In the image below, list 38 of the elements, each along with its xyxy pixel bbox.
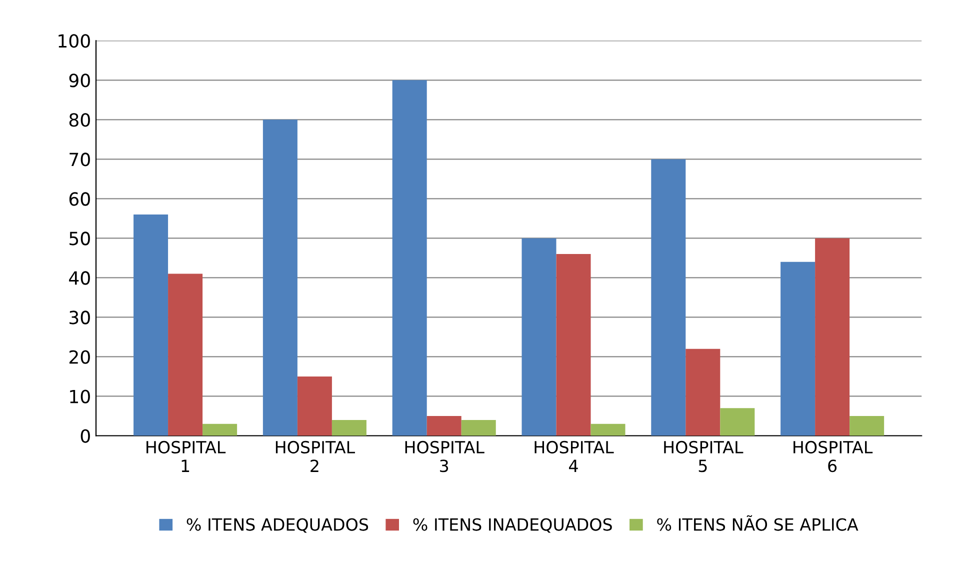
bar [522,238,556,436]
bar [332,420,366,436]
y-tick-label: 80 [69,113,90,127]
x-tick-label: HOSPITAL 6 [794,440,873,472]
x-tick-label: HOSPITAL 5 [664,440,744,472]
bar [134,214,168,436]
bar [262,120,298,436]
y-tick-label: 50 [70,232,90,246]
x-tick-label: HOSPITAL 4 [534,440,614,472]
bar [556,254,591,436]
bar [297,376,332,436]
bar [392,80,427,436]
bar [461,420,496,436]
legend-label: % ITENS INADEQUADOS [413,518,612,533]
y-tick-label: 60 [69,192,90,206]
y-tick-label: 0 [80,429,90,443]
bar [720,408,755,436]
y-tick-label: 90 [69,74,90,88]
bar [780,262,816,436]
bar [426,416,462,436]
x-tick-label: HOSPITAL 3 [405,440,484,472]
bar [815,238,850,436]
bar [651,159,686,436]
bar [590,424,626,436]
y-tick-label: 70 [70,152,90,166]
bar [202,424,238,436]
y-tick-label: 100 [58,34,90,48]
y-tick-label: 10 [70,390,90,404]
bar [850,416,884,436]
x-tick-label: HOSPITAL 1 [146,440,226,472]
bar [686,348,720,436]
legend-label: % ITENS ADEQUADOS [186,518,368,533]
y-tick-label: 30 [70,310,90,324]
y-tick-label: 20 [69,350,90,364]
legend-label: % ITENS NÃO SE APLICA [657,515,858,531]
x-tick-label: HOSPITAL 2 [276,440,355,472]
bar [168,274,203,436]
y-tick-label: 40 [69,271,90,285]
